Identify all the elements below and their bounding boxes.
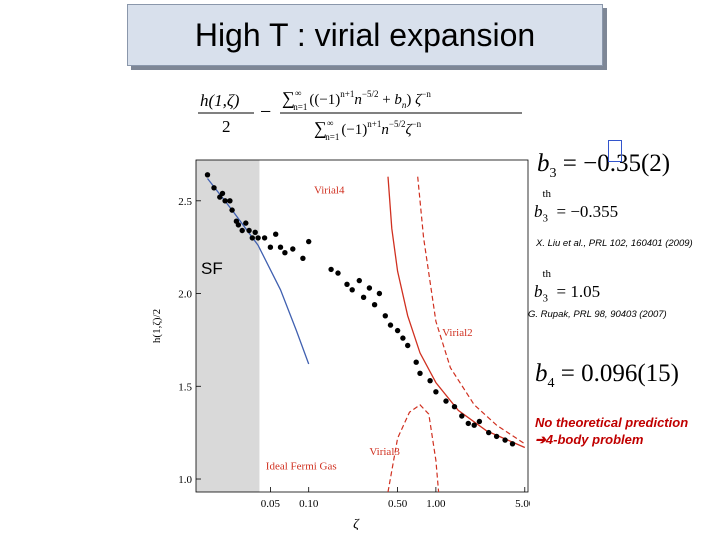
formula-minus: −: [260, 101, 271, 123]
y-axis-label: h(1,ζ)/2: [151, 309, 163, 343]
data-point: [229, 207, 235, 213]
data-point: [376, 290, 383, 297]
data-point: [360, 294, 367, 300]
curve-label: Ideal Fermi Gas: [266, 461, 337, 473]
virial-formula: h(1,ζ) 2 − ∑∞ n=1 ((−1)n+1n−5/2 + bn) ζ−n …: [196, 82, 526, 142]
missing-glyph-icon: [608, 140, 622, 162]
curve-label: Virial4: [314, 184, 345, 196]
data-point: [476, 418, 483, 425]
note-line-1: No theoretical prediction: [535, 415, 689, 430]
data-point: [471, 422, 477, 428]
virial2-curve: [417, 176, 526, 445]
data-point: [227, 198, 233, 204]
b3-experimental: b3 = −0.35(2): [537, 150, 671, 181]
y-tick-label: 1.0: [178, 474, 192, 486]
curve-label: Virial3: [369, 446, 400, 458]
data-point: [400, 335, 406, 341]
note-line-2-text: 4-body problem: [545, 432, 644, 447]
data-point: [405, 342, 411, 349]
data-point: [335, 270, 341, 276]
data-point: [290, 246, 296, 252]
data-point: [493, 433, 500, 440]
data-point: [433, 389, 439, 395]
data-point: [344, 281, 350, 287]
virial3-curve: [387, 404, 440, 492]
data-point: [328, 266, 334, 273]
slide-title: High T : virial expansion: [127, 4, 603, 66]
data-point: [239, 227, 245, 234]
data-point: [502, 437, 508, 443]
data-point: [204, 172, 211, 178]
data-point: [387, 322, 394, 328]
y-tick-label: 1.5: [178, 381, 192, 393]
reference-liu: X. Liu et al., PRL 102, 160401 (2009): [536, 238, 693, 249]
x-tick-label: 5.00: [515, 498, 530, 510]
x-tick-label: 0.05: [261, 498, 281, 510]
data-point: [246, 227, 252, 234]
data-point: [371, 302, 378, 308]
data-point: [219, 190, 226, 197]
plot-frame: [195, 159, 529, 493]
data-point: [427, 378, 433, 384]
data-point: [366, 285, 373, 291]
superfluid-region: [196, 160, 260, 492]
data-point: [443, 398, 449, 404]
x-axis-label: ζ: [353, 517, 360, 530]
data-point: [394, 327, 401, 334]
data-point: [277, 244, 284, 250]
data-point: [261, 235, 268, 241]
data-point: [217, 194, 223, 200]
data-point: [222, 198, 228, 204]
data-point: [356, 277, 362, 284]
data-point: [243, 220, 249, 226]
formula-lhs-denominator: 2: [222, 117, 231, 136]
x-tick-label: 0.10: [299, 498, 319, 510]
y-tick-label: 2.5: [178, 196, 192, 208]
formula-rhs-numerator: ∑∞ n=1 ((−1)n+1n−5/2 + bn) ζ−n: [282, 88, 431, 112]
data-point: [306, 238, 312, 245]
curve-label: Virial2: [442, 327, 473, 339]
data-point: [300, 255, 306, 261]
data-point: [413, 359, 419, 365]
data-point: [509, 441, 516, 447]
data-point: [417, 370, 423, 376]
b3-theory-rupak: b th 3 = 1.05: [534, 268, 601, 305]
arrow-right-icon: ➔: [535, 432, 546, 447]
sf-label: SF: [201, 259, 223, 278]
data-point: [273, 231, 279, 237]
data-point: [465, 420, 471, 427]
reference-rupak: G. Rupak, PRL 98, 90403 (2007): [528, 309, 667, 320]
b3-theory-liu: b th 3 = −0.355: [534, 188, 619, 225]
y-tick-label: 2.0: [178, 289, 192, 301]
data-point: [211, 185, 217, 191]
formula-rhs-denominator: ∑∞ n=1 (−1)n+1n−5/2ζ−n: [314, 118, 422, 142]
data-point: [451, 404, 458, 410]
data-point: [459, 413, 465, 419]
data-point: [382, 313, 388, 319]
data-point: [349, 287, 355, 293]
data-point: [255, 235, 261, 241]
data-point: [282, 250, 288, 256]
data-point: [235, 222, 242, 228]
theory-note: No theoretical prediction ➔4-body proble…: [535, 414, 688, 448]
virial4-curve: [387, 176, 526, 449]
b4-experimental: b4 = 0.096(15): [535, 360, 679, 391]
data-point: [252, 229, 258, 235]
data-point: [249, 235, 255, 241]
virial-chart: 0.05 0.10 0.50 1.00 5.00 1.0 1.5 2.0 2.5 ζ h(1,ζ)/…: [151, 159, 530, 530]
formula-lhs-numerator: h(1,ζ): [200, 91, 240, 110]
data-point: [267, 244, 274, 250]
note-line-2: ➔4-body problem: [535, 431, 688, 448]
x-tick-label: 1.00: [426, 498, 446, 510]
ideal-fermi-gas-line: [206, 178, 310, 365]
data-point: [486, 429, 492, 436]
x-tick-label: 0.50: [388, 498, 408, 510]
